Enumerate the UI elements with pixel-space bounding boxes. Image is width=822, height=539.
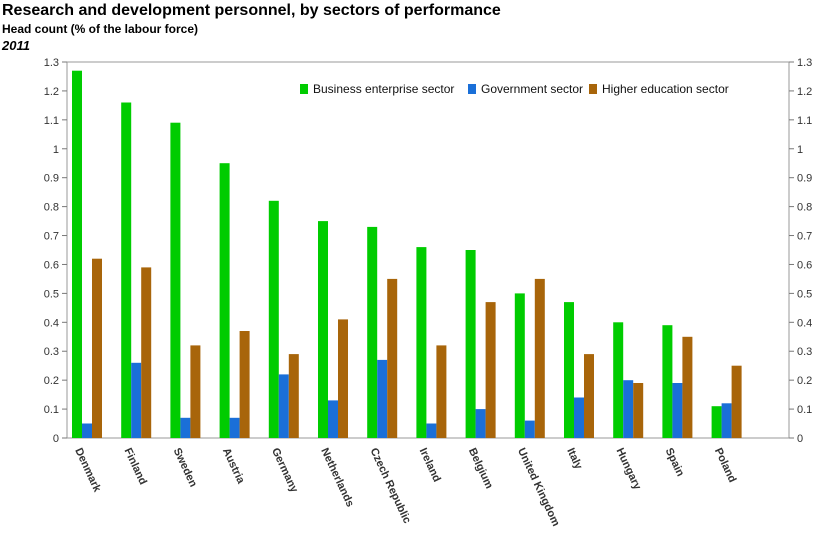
bar-business-enterprise-sector — [711, 406, 722, 438]
bar-government-sector — [229, 417, 240, 438]
bar-higher-education-sector — [92, 258, 102, 438]
bar-business-enterprise-sector — [465, 250, 476, 438]
y-tick-label-right: 1.3 — [797, 57, 812, 69]
bar-government-sector — [278, 374, 289, 438]
x-tick-label: Finland — [121, 446, 148, 487]
y-tick-label-right: 0 — [797, 433, 803, 445]
bar-government-sector — [180, 417, 191, 438]
bar-government-sector — [524, 420, 535, 438]
y-tick-label-left: 0.1 — [44, 404, 59, 416]
bar-business-enterprise-sector — [367, 226, 378, 438]
legend-label: Higher education sector — [602, 82, 729, 96]
y-tick-label-left: 0.4 — [44, 317, 59, 329]
bar-government-sector — [328, 400, 338, 438]
x-tick-label: Spain — [663, 446, 687, 478]
y-tick-label-left: 0 — [53, 433, 59, 445]
bar-higher-education-sector — [584, 354, 594, 438]
y-tick-label-right: 1.1 — [797, 115, 812, 127]
bar-higher-education-sector — [239, 331, 250, 438]
y-tick-label-right: 0.4 — [797, 317, 812, 329]
x-tick-label: Czech Republic — [367, 446, 412, 525]
bar-higher-education-sector — [288, 354, 299, 438]
y-tick-label-right: 0.9 — [797, 173, 812, 185]
y-tick-label-left: 0.7 — [44, 231, 59, 243]
bar-business-enterprise-sector — [514, 293, 525, 438]
bar-higher-education-sector — [534, 278, 545, 438]
bar-business-enterprise-sector — [613, 322, 624, 438]
bar-government-sector — [82, 423, 92, 438]
bar-business-enterprise-sector — [564, 302, 574, 438]
y-tick-label-left: 0.5 — [44, 288, 59, 300]
legend-label: Business enterprise sector — [313, 82, 454, 96]
bar-business-enterprise-sector — [72, 70, 82, 438]
legend-swatch — [468, 84, 476, 94]
bar-government-sector — [623, 380, 634, 438]
y-tick-label-right: 0.1 — [797, 404, 812, 416]
bar-business-enterprise-sector — [219, 163, 230, 438]
bar-government-sector — [574, 397, 584, 438]
bar-business-enterprise-sector — [170, 122, 181, 438]
bar-government-sector — [475, 409, 486, 438]
bar-business-enterprise-sector — [662, 325, 673, 438]
y-tick-label-right: 0.2 — [797, 375, 812, 387]
bar-higher-education-sector — [338, 319, 348, 438]
y-tick-label-right: 1.2 — [797, 86, 812, 98]
bar-government-sector — [426, 423, 437, 438]
bar-government-sector — [377, 359, 388, 438]
y-tick-label-right: 0.8 — [797, 202, 812, 214]
y-tick-label-left: 0.6 — [44, 259, 59, 271]
bar-higher-education-sector — [633, 383, 644, 438]
bar-higher-education-sector — [387, 278, 398, 438]
bar-business-enterprise-sector — [121, 102, 132, 438]
y-tick-label-left: 0.9 — [44, 173, 59, 185]
chart-subtitle: Head count (% of the labour force) — [2, 22, 199, 36]
legend-label: Government sector — [481, 82, 583, 96]
y-tick-label-left: 1.1 — [44, 115, 59, 127]
chart-period: 2011 — [2, 38, 30, 53]
x-tick-label: Italy — [564, 446, 585, 472]
bar-government-sector — [672, 383, 683, 438]
bar-higher-education-sector — [731, 365, 742, 438]
legend-swatch — [589, 84, 597, 94]
y-tick-label-right: 0.6 — [797, 259, 812, 271]
bar-higher-education-sector — [682, 336, 693, 438]
bar-higher-education-sector — [141, 267, 152, 438]
y-tick-label-left: 0.8 — [44, 202, 59, 214]
y-tick-label-right: 0.7 — [797, 231, 812, 243]
x-tick-label: Belgium — [466, 446, 495, 491]
x-tick-label: United Kingdom — [515, 446, 562, 528]
y-tick-label-left: 0.2 — [44, 375, 59, 387]
bar-higher-education-sector — [485, 302, 496, 438]
x-tick-label: Netherlands — [318, 446, 356, 509]
bar-business-enterprise-sector — [268, 200, 279, 438]
x-tick-label: Sweden — [171, 446, 200, 489]
x-tick-label: Denmark — [72, 446, 103, 495]
y-tick-label-left: 1 — [53, 144, 59, 156]
y-tick-label-left: 0.3 — [44, 346, 59, 358]
x-tick-label: Ireland — [417, 446, 443, 484]
x-tick-label: Poland — [712, 446, 738, 484]
bar-higher-education-sector — [436, 345, 447, 438]
chart-title: Research and development personnel, by s… — [2, 2, 501, 19]
x-tick-label: Hungary — [613, 446, 643, 492]
bar-government-sector — [721, 403, 732, 438]
x-tick-label: Germany — [269, 446, 300, 495]
x-tick-label: Austria — [220, 446, 247, 486]
y-tick-label-right: 1 — [797, 144, 803, 156]
bar-higher-education-sector — [190, 345, 201, 438]
bar-business-enterprise-sector — [318, 221, 328, 438]
bar-business-enterprise-sector — [416, 247, 427, 438]
y-tick-label-right: 0.5 — [797, 288, 812, 300]
y-tick-label-left: 1.3 — [44, 57, 59, 69]
legend-swatch — [300, 84, 308, 94]
bar-government-sector — [131, 362, 142, 438]
y-tick-label-right: 0.3 — [797, 346, 812, 358]
y-tick-label-left: 1.2 — [44, 86, 59, 98]
